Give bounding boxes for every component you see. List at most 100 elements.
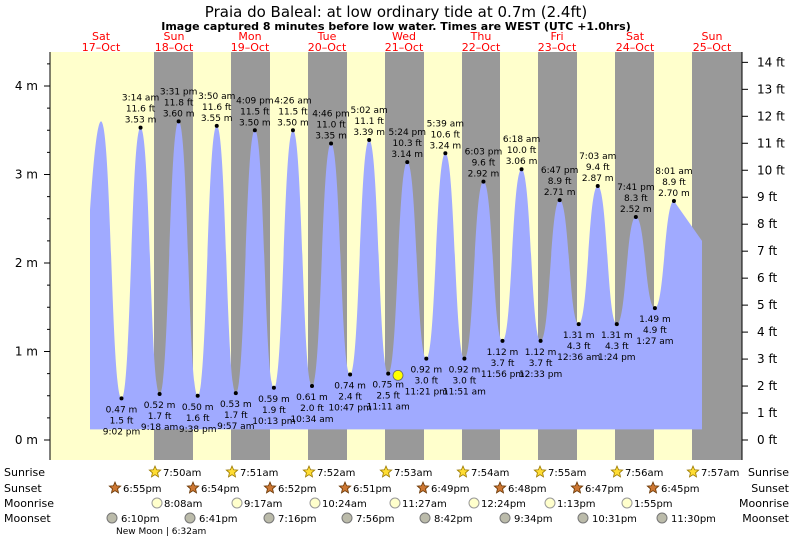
moonrise-icon — [621, 497, 633, 509]
tide-point — [614, 322, 619, 327]
moonset-icon — [106, 512, 118, 524]
moonrise-time: 10:24am — [322, 499, 367, 510]
moonset-time: 6:10pm — [121, 514, 160, 525]
moonset-icon — [184, 512, 196, 524]
low-tide-time: 9:02 pm — [103, 427, 141, 437]
low-tide-ft: 1.9 ft — [262, 406, 286, 416]
high-tide-time: 4:09 pm — [236, 96, 274, 106]
day-date: 19–Oct — [231, 41, 270, 54]
sunrise-icon — [456, 464, 470, 478]
high-tide-time: 6:18 am — [503, 135, 540, 145]
almanac-label-moonrise: Moonrise — [4, 497, 54, 510]
new-moon-note: New Moon | 6:32am — [116, 527, 206, 537]
moonrise-icon — [544, 497, 556, 509]
low-tide-ft: 1.5 ft — [110, 416, 134, 426]
high-tide-time: 5:39 am — [427, 119, 464, 129]
moonrise-time: 9:17am — [244, 499, 282, 510]
high-tide-time: 6:47 pm — [541, 166, 579, 176]
sunrise-time: 7:50am — [163, 468, 201, 479]
low-tide-ft: 1.7 ft — [224, 411, 248, 421]
low-tide-time: 12:36 am — [557, 353, 600, 363]
right-tick-label: 7 ft — [757, 244, 777, 258]
high-tide-ft: 9.4 ft — [586, 163, 610, 173]
tide-point — [462, 356, 467, 361]
moonrise-icon — [389, 497, 401, 509]
tide-point — [481, 179, 486, 184]
tide-point — [252, 128, 257, 133]
axes: 0 m 1 m 2 m 3 m 4 m 0 ft 1 ft 2 ft 3 ft 4 ft 5 ft 6… — [15, 52, 785, 460]
high-tide-ft: 9.6 ft — [472, 159, 496, 169]
sunset-icon — [493, 480, 507, 494]
sunset-icon — [108, 480, 122, 494]
tide-point — [424, 356, 429, 361]
tide-point — [271, 385, 276, 390]
high-tide-time: 7:41 pm — [617, 183, 655, 193]
moonrise-time: 11:27am — [402, 499, 447, 510]
low-tide-m: 0.59 m — [258, 395, 290, 405]
low-tide-ft: 4.3 ft — [567, 342, 591, 352]
tide-point — [405, 160, 410, 165]
almanac: Sunrise Sunrise Sunset Sunset Moonrise Moonri… — [4, 464, 790, 537]
day-name: Sun — [702, 30, 723, 43]
sunrise-time: 7:57am — [701, 468, 739, 479]
high-tide-ft: 8.3 ft — [624, 194, 648, 204]
day-name: Tue — [317, 30, 337, 43]
day-name: Wed — [392, 30, 416, 43]
moonset-icon — [341, 512, 353, 524]
high-tide-time: 5:24 pm — [388, 128, 426, 138]
moonset-icon — [499, 512, 511, 524]
day-date: 17–Oct — [82, 41, 121, 54]
low-tide-m: 0.50 m — [182, 403, 214, 413]
right-tick-label: 14 ft — [757, 55, 785, 69]
almanac-label-right-moonset: Moonset — [742, 512, 789, 525]
high-tide-m: 3.50 m — [277, 118, 309, 128]
low-tide-ft: 4.3 ft — [605, 342, 629, 352]
high-tide-m: 3.24 m — [430, 141, 462, 151]
tide-point — [348, 372, 353, 377]
moonset-time: 8:42pm — [434, 514, 473, 525]
moonset-time: 10:31pm — [592, 514, 637, 525]
high-tide-m: 3.55 m — [201, 114, 233, 124]
sunrise-time: 7:56am — [625, 468, 663, 479]
sunset-time: 6:45pm — [661, 484, 700, 495]
low-tide-time: 10:13 pm — [252, 417, 295, 427]
low-tide-m: 0.92 m — [410, 366, 442, 376]
low-tide-time: 10:34 am — [290, 415, 333, 425]
left-tick-label: 0 m — [15, 433, 38, 447]
moonrise-icon — [231, 497, 243, 509]
sunrise-icon — [302, 464, 316, 478]
right-tick-label: 12 ft — [757, 109, 785, 123]
high-tide-m: 2.70 m — [658, 189, 690, 199]
sunrise-icon — [610, 464, 624, 478]
moonrise-icon — [309, 497, 321, 509]
sunrise-time: 7:54am — [471, 468, 509, 479]
low-tide-time: 1:24 pm — [598, 353, 636, 363]
low-tide-m: 0.53 m — [220, 400, 252, 410]
moonset-time: 11:30pm — [671, 514, 716, 525]
high-tide-time: 3:14 am — [122, 94, 159, 104]
high-tide-ft: 10.0 ft — [507, 146, 537, 156]
almanac-label-right-moonrise: Moonrise — [739, 497, 789, 510]
tide-point — [157, 391, 162, 396]
left-tick-label: 1 m — [15, 345, 38, 359]
high-tide-m: 3.60 m — [163, 109, 195, 119]
tide-point — [119, 396, 124, 401]
sunset-icon — [338, 480, 352, 494]
moonrise-icon — [468, 497, 480, 509]
tide-point — [671, 199, 676, 204]
low-tide-time: 11:21 pm — [405, 388, 448, 398]
low-tide-ft: 2.4 ft — [338, 393, 362, 403]
low-tide-time: 9:38 pm — [179, 425, 217, 435]
tide-point — [557, 198, 562, 203]
sunset-time: 6:54pm — [201, 484, 240, 495]
right-tick-label: 13 ft — [757, 82, 785, 96]
almanac-label-right-sunrise: Sunrise — [748, 466, 789, 479]
day-date: 23–Oct — [538, 41, 577, 54]
tide-point — [233, 391, 238, 396]
day-date: 20–Oct — [308, 41, 347, 54]
right-tick-label: 9 ft — [757, 190, 777, 204]
sunrise-icon — [225, 464, 239, 478]
high-tide-m: 2.52 m — [620, 205, 652, 215]
tide-point — [329, 141, 334, 146]
